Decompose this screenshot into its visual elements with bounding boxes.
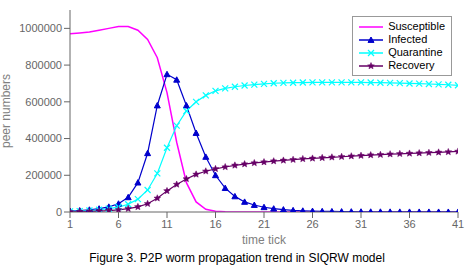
svg-text:1: 1 [67, 218, 73, 230]
svg-text:600000: 600000 [25, 96, 62, 108]
svg-text:21: 21 [258, 218, 270, 230]
svg-text:16: 16 [209, 218, 221, 230]
svg-text:peer numbers: peer numbers [0, 74, 13, 148]
svg-text:6: 6 [115, 218, 121, 230]
svg-text:26: 26 [306, 218, 318, 230]
html-text:Infected: Infected [388, 33, 428, 45]
svg-text:time tick: time tick [242, 233, 287, 247]
svg-text:800000: 800000 [25, 59, 62, 71]
svg-text:31: 31 [355, 218, 367, 230]
svg-text:400000: 400000 [25, 132, 62, 144]
svg-text:41: 41 [452, 218, 464, 230]
svg-text:1000000: 1000000 [19, 22, 62, 34]
html-text:Quarantine: Quarantine [388, 46, 443, 58]
html-text:Recovery: Recovery [388, 59, 435, 71]
html-text:Susceptible: Susceptible [388, 20, 445, 32]
svg-text:36: 36 [403, 218, 415, 230]
html-text:Figure 3. P2P worm propagation: Figure 3. P2P worm propagation trend in … [89, 251, 385, 265]
svg-text:0: 0 [56, 206, 62, 218]
svg-text:200000: 200000 [25, 169, 62, 181]
svg-text:11: 11 [161, 218, 172, 230]
